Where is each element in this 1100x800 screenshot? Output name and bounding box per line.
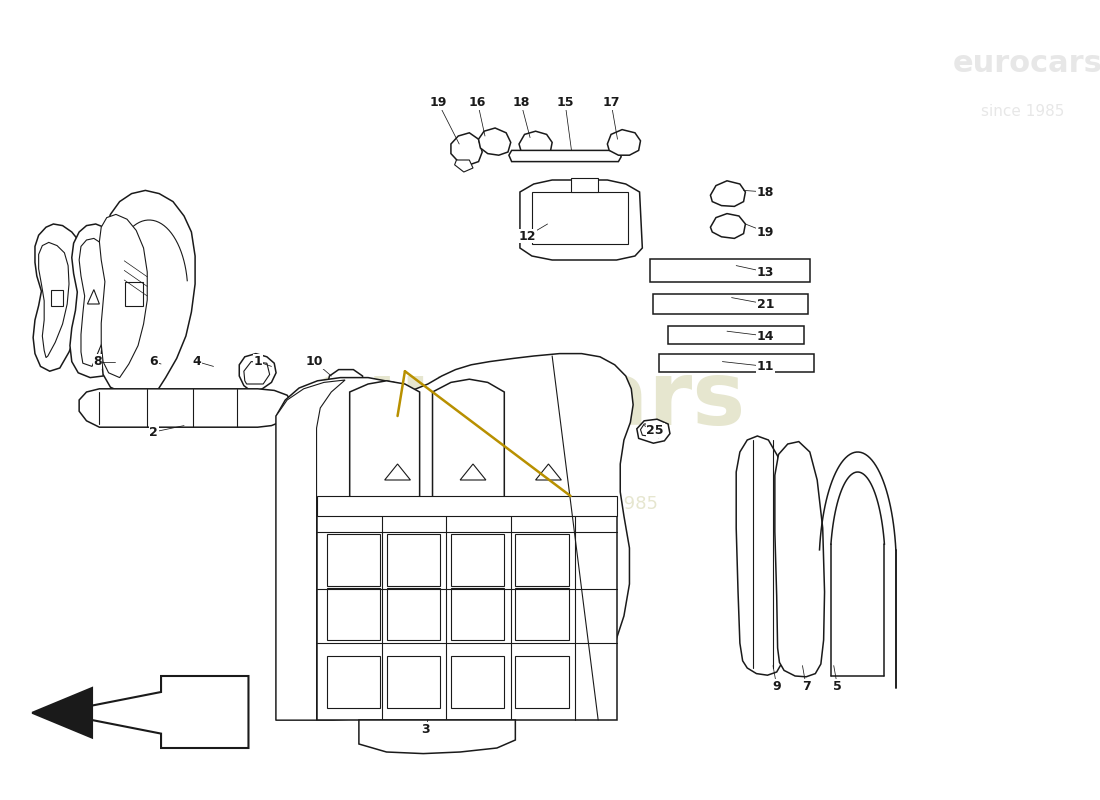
Polygon shape [125, 282, 143, 306]
Polygon shape [385, 464, 410, 480]
Polygon shape [317, 516, 617, 720]
Polygon shape [640, 424, 662, 438]
Polygon shape [659, 354, 814, 372]
Text: 2: 2 [150, 426, 158, 438]
Polygon shape [328, 370, 363, 394]
Polygon shape [451, 588, 504, 640]
Polygon shape [350, 381, 419, 514]
Polygon shape [386, 656, 440, 708]
Text: 8: 8 [94, 355, 102, 368]
Text: 13: 13 [757, 266, 774, 278]
Polygon shape [317, 496, 617, 516]
Polygon shape [386, 534, 440, 586]
Polygon shape [637, 419, 670, 443]
Text: 10: 10 [306, 355, 323, 368]
Polygon shape [460, 464, 486, 480]
Polygon shape [244, 362, 270, 384]
Polygon shape [359, 720, 515, 754]
Polygon shape [55, 676, 249, 748]
Polygon shape [736, 436, 788, 675]
Polygon shape [451, 534, 504, 586]
Polygon shape [451, 133, 482, 165]
Polygon shape [327, 588, 381, 640]
Polygon shape [515, 656, 569, 708]
Text: 17: 17 [603, 96, 619, 109]
Polygon shape [536, 464, 561, 480]
Polygon shape [711, 214, 746, 238]
Polygon shape [454, 160, 473, 172]
Polygon shape [79, 389, 293, 427]
Text: 21: 21 [757, 298, 774, 310]
Text: 4: 4 [192, 355, 201, 368]
Polygon shape [668, 326, 804, 344]
Text: 11: 11 [757, 360, 774, 373]
Polygon shape [70, 224, 122, 378]
Text: 18: 18 [513, 96, 529, 109]
Polygon shape [478, 128, 510, 155]
Polygon shape [432, 379, 504, 517]
Polygon shape [32, 688, 92, 738]
Text: 15: 15 [557, 96, 574, 109]
Polygon shape [451, 656, 504, 708]
Polygon shape [33, 224, 85, 371]
Polygon shape [327, 534, 381, 586]
Text: 6: 6 [150, 355, 158, 368]
Text: 12: 12 [518, 230, 536, 242]
Polygon shape [276, 380, 345, 720]
Polygon shape [101, 190, 195, 395]
Polygon shape [520, 180, 642, 260]
Polygon shape [87, 290, 99, 304]
Text: 16: 16 [469, 96, 486, 109]
Text: 19: 19 [429, 96, 447, 109]
Polygon shape [515, 588, 569, 640]
Polygon shape [515, 534, 569, 586]
Text: eurocars: eurocars [953, 50, 1100, 78]
Polygon shape [79, 238, 110, 366]
Text: 1: 1 [253, 355, 262, 368]
Polygon shape [327, 656, 381, 708]
Polygon shape [39, 242, 69, 358]
Polygon shape [276, 354, 634, 720]
Polygon shape [51, 290, 63, 306]
Polygon shape [774, 442, 825, 677]
Text: 19: 19 [757, 226, 774, 238]
Text: 9: 9 [772, 680, 781, 693]
Text: 14: 14 [757, 330, 774, 342]
Text: 7: 7 [802, 680, 811, 693]
Polygon shape [99, 214, 147, 378]
Polygon shape [509, 150, 621, 162]
Polygon shape [240, 354, 276, 392]
Polygon shape [607, 130, 640, 155]
Polygon shape [653, 294, 808, 314]
Polygon shape [650, 259, 810, 282]
Polygon shape [711, 181, 746, 206]
Polygon shape [519, 131, 552, 157]
Text: a passion for cars since 1985: a passion for cars since 1985 [395, 495, 659, 513]
Text: 18: 18 [757, 186, 774, 198]
Text: 3: 3 [421, 723, 429, 736]
Text: since 1985: since 1985 [981, 105, 1064, 119]
Text: 5: 5 [833, 680, 842, 693]
Text: eurocars: eurocars [307, 357, 746, 443]
Polygon shape [532, 192, 628, 244]
Text: 25: 25 [647, 424, 664, 437]
Polygon shape [386, 588, 440, 640]
Polygon shape [571, 178, 598, 192]
